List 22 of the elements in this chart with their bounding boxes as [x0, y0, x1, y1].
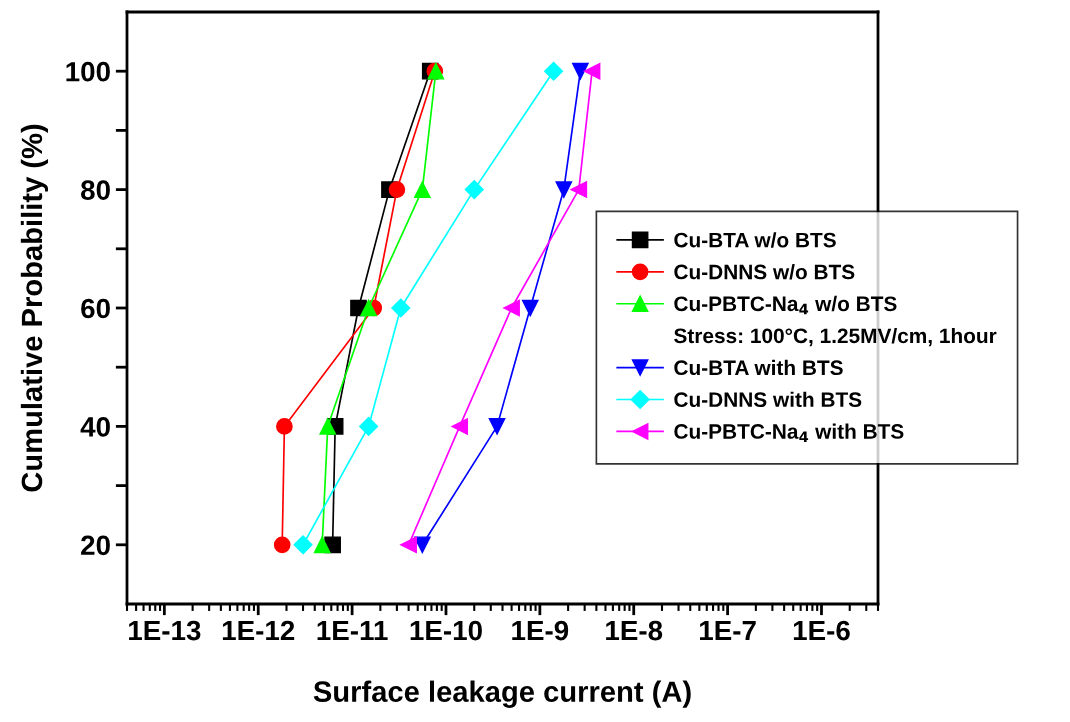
x-tick-label: 1E-12	[222, 620, 295, 641]
x-tick-label: 1E-8	[606, 620, 663, 641]
x-tick-label: 1E-6	[793, 620, 850, 641]
y-axis-title: Cumulative Probability (%)	[20, 124, 49, 492]
y-tick-label: 20	[81, 535, 110, 556]
y-tick-label: 100	[66, 61, 110, 82]
legend-label: Cu-DNNS with BTS	[674, 391, 862, 408]
x-tick-label: 1E-7	[700, 620, 756, 641]
x-tick-label: 1E-11	[317, 620, 388, 641]
legend-label: Cu-BTA w/o BTS	[674, 232, 836, 248]
y-tick-label: 80	[81, 180, 110, 200]
legend-label: Cu-PBTC-Na$_{4}$ w/o BTS	[674, 295, 897, 315]
y-tick-label: 60	[81, 298, 110, 319]
legend-label: Cu-DNNS w/o BTS	[674, 264, 855, 280]
x-tick-label: 1E-13	[129, 620, 201, 641]
annotation: Stress: 100°C, 1.25MV/cm, 1hour	[674, 327, 997, 347]
x-tick-label: 1E-9	[512, 620, 569, 641]
y-tick-label: 40	[80, 417, 110, 437]
legend-label: Cu-PBTC-Na$_{4}$ with BTS	[674, 423, 904, 443]
x-axis-title: Surface leakage current (A)	[313, 680, 691, 708]
legend-label: Cu-BTA with BTS	[674, 359, 843, 376]
x-tick-label: 1E-10	[410, 620, 482, 641]
